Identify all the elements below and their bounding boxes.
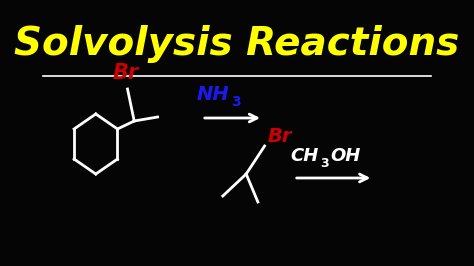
- Text: CH: CH: [290, 147, 319, 165]
- Text: Solvolysis Reactions: Solvolysis Reactions: [14, 25, 460, 63]
- Text: 3: 3: [320, 157, 329, 170]
- Text: 3: 3: [231, 95, 240, 109]
- Text: OH: OH: [330, 147, 361, 165]
- Text: Br: Br: [113, 63, 139, 83]
- Text: NH: NH: [196, 85, 229, 104]
- Text: Br: Br: [268, 127, 292, 146]
